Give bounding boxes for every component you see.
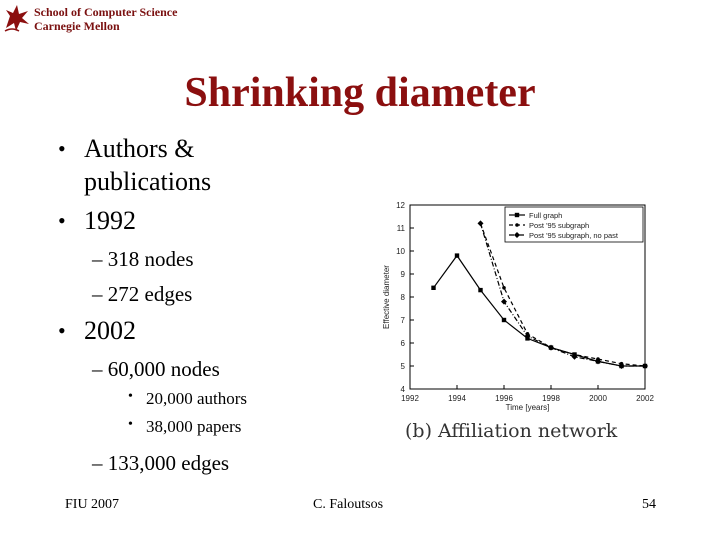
slide-title: Shrinking diameter	[184, 70, 536, 116]
bullet-dot: •	[58, 136, 66, 161]
legend-box	[504, 206, 644, 243]
series-1-point	[501, 317, 507, 323]
sub-bullet-272-edges: – 272 edges	[92, 282, 193, 306]
bullet-dot: •	[58, 318, 66, 343]
y-tick-label: 12	[396, 201, 405, 210]
diameter-chart: 1992 1994 1996 1998 2000 2002 4 5 6 7 8 9 10 11 12 Time…	[382, 201, 654, 442]
series-3-point	[595, 358, 601, 365]
series-line-3	[479, 223, 645, 367]
footer-author: C. Faloutsos	[313, 497, 384, 512]
school-name: School of Computer Science Carnegie Mell…	[34, 5, 177, 33]
bullet-authors-line2: publications	[84, 167, 212, 196]
y-tick-label: 4	[401, 385, 406, 394]
series-line-1	[433, 254, 645, 367]
sub-sub-bullet-papers: 38,000 papers	[146, 417, 242, 436]
bullet-1992: 1992	[84, 206, 136, 235]
bullet-dot: •	[128, 417, 133, 432]
legend-marker-2	[515, 223, 519, 227]
cmu-griffin-logo	[4, 5, 29, 32]
bullet-2002: 2002	[84, 316, 136, 345]
y-tick-label: 6	[401, 339, 406, 348]
y-tick-label: 10	[396, 247, 405, 256]
sub-bullet-133000-edges: – 133,000 edges	[92, 451, 230, 475]
y-tick-label: 7	[401, 316, 406, 325]
school-line-2: Carnegie Mellon	[34, 19, 120, 33]
bullet-dot: •	[128, 389, 133, 404]
legend-label-3: Post '95 subgraph, no past	[529, 231, 619, 240]
bullet-dot: •	[58, 208, 66, 233]
series-1-point	[478, 287, 483, 293]
legend-marker-1	[514, 212, 520, 218]
x-tick-label: 2002	[636, 394, 654, 403]
legend-label-2: Post '95 subgraph	[529, 221, 589, 230]
footer-venue: FIU 2007	[65, 497, 120, 512]
x-axis-label: Time [years]	[506, 403, 550, 412]
series-3-point	[477, 220, 484, 227]
series-line-2	[479, 223, 646, 367]
bullet-authors-line1: Authors &	[84, 134, 195, 163]
y-tick-label: 5	[401, 362, 406, 371]
series-3-point	[501, 298, 507, 305]
series-2-point	[502, 286, 506, 290]
series-3-point	[524, 333, 531, 340]
sub-sub-bullet-authors: 20,000 authors	[146, 389, 248, 408]
series-1-point	[431, 285, 436, 290]
header: School of Computer Science Carnegie Mell…	[2, 2, 202, 36]
figure-caption: (b) Affiliation network	[405, 420, 618, 442]
page-number: 54	[642, 497, 656, 512]
y-tick-label: 9	[401, 270, 406, 279]
x-tick-label: 1996	[495, 394, 513, 403]
series-1-point	[454, 253, 460, 258]
sub-bullet-60000-nodes: – 60,000 nodes	[92, 357, 220, 381]
series-3-point	[548, 344, 554, 351]
x-tick-label: 1994	[448, 394, 466, 403]
y-tick-label: 11	[397, 224, 406, 233]
legend-marker-3	[514, 232, 520, 238]
series-3-point	[571, 353, 578, 360]
y-axis-label: Effective diameter	[382, 265, 391, 329]
series-3-point	[618, 363, 625, 369]
series-3-point	[642, 363, 648, 369]
x-tick-label: 1992	[401, 394, 419, 403]
y-tick-label: 8	[401, 293, 406, 302]
school-line-1: School of Computer Science	[34, 5, 178, 19]
sub-bullet-318-nodes: – 318 nodes	[92, 247, 194, 271]
legend-label-1: Full graph	[529, 211, 562, 220]
x-tick-label: 2000	[589, 394, 607, 403]
x-tick-label: 1998	[542, 394, 560, 403]
